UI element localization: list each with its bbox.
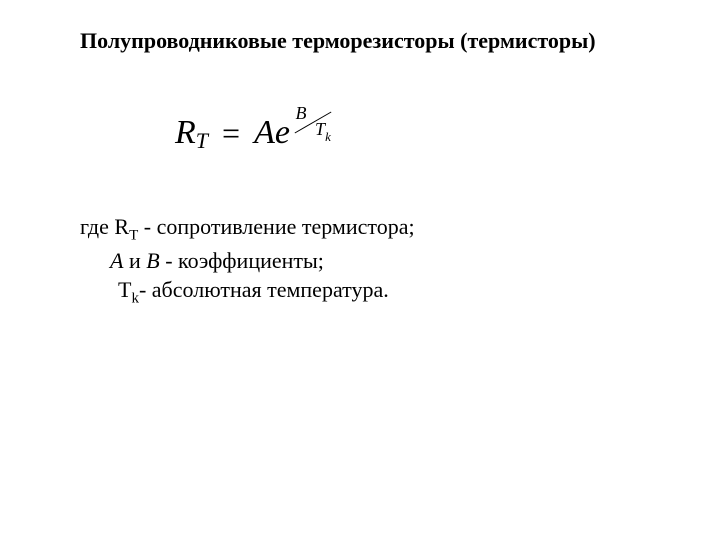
formula-exp-denom-sub: k <box>325 129 331 144</box>
def-rt-var: R <box>114 214 129 239</box>
def-line-3: Tk- абсолютная температура. <box>118 275 640 309</box>
def-line1-text: - сопротивление термистора; <box>138 214 414 239</box>
def-b-var: B <box>146 248 159 273</box>
def-line3-text: - абсолютная температура. <box>139 277 389 302</box>
formula-exponent: B Tk <box>292 101 334 148</box>
page-title: Полупроводниковые терморезисторы (термис… <box>80 28 640 54</box>
formula-lhs-sub: T <box>196 128 208 154</box>
formula-equals: = <box>222 115 240 152</box>
def-line-2: A и B - коэффициенты; <box>110 246 640 276</box>
formula-exp-denominator: Tk <box>302 119 344 144</box>
def-rt-sub: T <box>129 227 138 243</box>
formula-exp-denom-var: T <box>315 119 325 139</box>
definitions: где RT - сопротивление термистора; A и B… <box>80 212 640 309</box>
def-line-1: где RT - сопротивление термистора; <box>80 212 640 246</box>
formula-lhs-var: R <box>175 114 196 152</box>
formula: RT = Ae B Tk <box>175 114 640 152</box>
def-and: и <box>123 248 146 273</box>
def-prefix: где <box>80 214 114 239</box>
def-line2-text: - коэффициенты; <box>160 248 324 273</box>
def-tk-sub: k <box>131 291 139 307</box>
def-a-var: A <box>110 248 123 273</box>
formula-coef-a: A <box>254 114 275 152</box>
def-tk-var: T <box>118 277 131 302</box>
